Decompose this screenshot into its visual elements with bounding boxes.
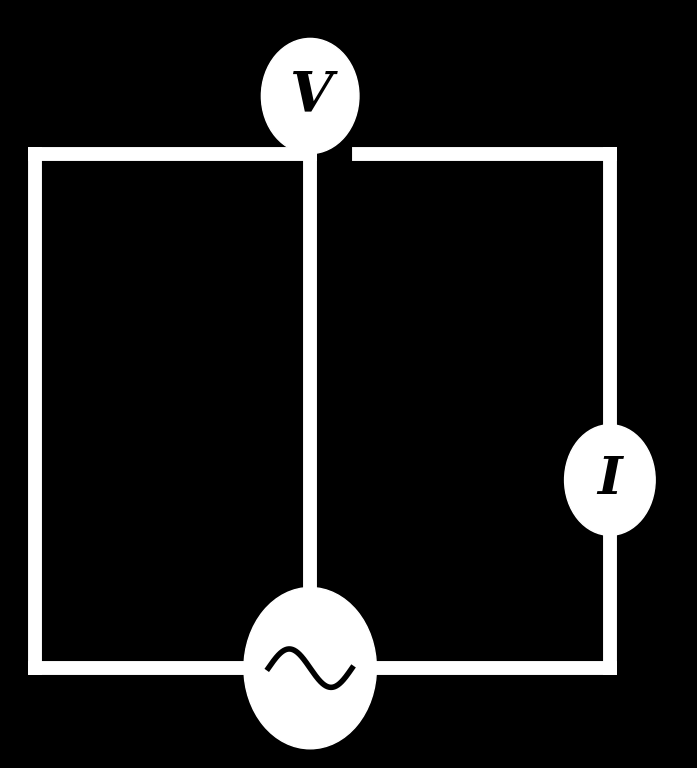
Ellipse shape — [244, 588, 376, 749]
Text: I: I — [597, 455, 622, 505]
Ellipse shape — [565, 425, 655, 535]
Text: V: V — [289, 68, 332, 124]
Ellipse shape — [261, 38, 359, 154]
